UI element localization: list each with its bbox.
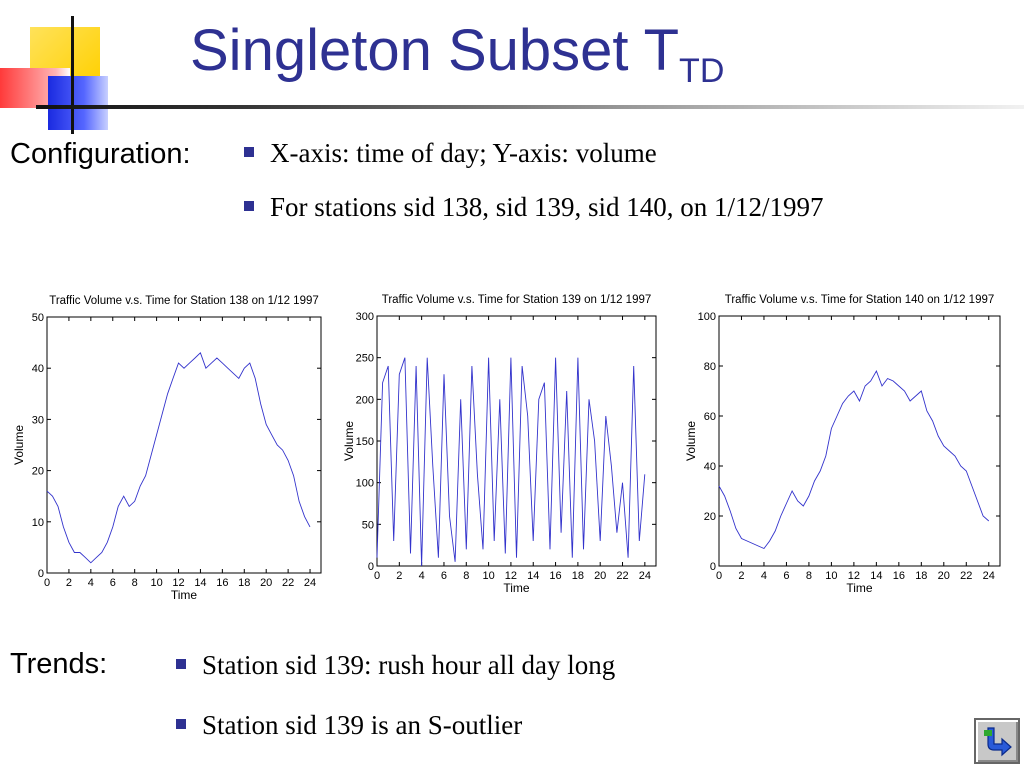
chart-title: Traffic Volume v.s. Time for Station 140… xyxy=(725,294,995,306)
x-tick-label: 24 xyxy=(304,577,316,589)
y-tick-label: 50 xyxy=(362,519,374,531)
x-tick-label: 6 xyxy=(441,570,447,582)
x-tick-label: 4 xyxy=(419,570,425,582)
x-tick-label: 6 xyxy=(783,570,789,582)
x-tick-label: 18 xyxy=(572,570,584,582)
plot-frame xyxy=(718,315,1001,567)
bullet-square-icon xyxy=(176,718,186,729)
y-tick-label: 80 xyxy=(704,361,716,373)
bullet-text: Station sid 139: rush hour all day long xyxy=(202,650,616,680)
y-tick-label: 0 xyxy=(710,561,716,573)
slide-title-subscript: TD xyxy=(679,52,725,90)
y-tick-label: 40 xyxy=(704,461,716,473)
plot-frame xyxy=(46,316,322,574)
x-tick-label: 20 xyxy=(260,577,272,589)
x-tick-label: 8 xyxy=(806,570,812,582)
trends-label: Trends: xyxy=(10,648,108,680)
y-axis-label: Volume xyxy=(684,421,698,461)
x-tick-label: 20 xyxy=(594,570,606,582)
x-axis-label: Time xyxy=(171,588,198,602)
y-tick-label: 60 xyxy=(704,411,716,423)
x-tick-label: 10 xyxy=(482,570,494,582)
y-tick-label: 30 xyxy=(32,414,44,426)
x-axis-label: Time xyxy=(846,581,873,595)
bullet-square-icon xyxy=(244,200,254,211)
y-tick-label: 150 xyxy=(356,436,374,448)
x-tick-label: 24 xyxy=(639,570,651,582)
x-tick-label: 12 xyxy=(848,570,860,582)
slide-title-main: Singleton Subset T xyxy=(190,18,680,83)
trends-bullet-2: Station sid 139 is an S-outlier xyxy=(176,710,522,741)
x-tick-label: 14 xyxy=(194,577,206,589)
x-tick-label: 4 xyxy=(88,577,94,589)
bullet-text: X-axis: time of day; Y-axis: volume xyxy=(270,138,657,168)
x-tick-label: 12 xyxy=(505,570,517,582)
bullet-square-icon xyxy=(176,658,186,669)
y-tick-label: 300 xyxy=(356,311,374,323)
x-tick-label: 14 xyxy=(527,570,539,582)
decor-horizontal-rule xyxy=(36,105,1024,109)
x-tick-label: 22 xyxy=(616,570,628,582)
chart-3: Traffic Volume v.s. Time for Station 140… xyxy=(684,294,1001,595)
x-tick-label: 0 xyxy=(44,577,50,589)
x-tick-label: 8 xyxy=(132,577,138,589)
y-axis-label: Volume xyxy=(12,425,26,465)
x-tick-label: 16 xyxy=(216,577,228,589)
x-tick-label: 10 xyxy=(150,577,162,589)
series-line xyxy=(376,357,646,567)
x-tick-label: 18 xyxy=(238,577,250,589)
x-tick-label: 14 xyxy=(870,570,882,582)
configuration-bullet-1: X-axis: time of day; Y-axis: volume xyxy=(244,138,657,169)
x-tick-label: 16 xyxy=(893,570,905,582)
y-tick-label: 10 xyxy=(32,517,44,529)
chart-1: Traffic Volume v.s. Time for Station 138… xyxy=(12,295,322,602)
x-tick-label: 0 xyxy=(716,570,722,582)
x-tick-label: 10 xyxy=(825,570,837,582)
series-line xyxy=(718,369,990,550)
y-tick-label: 20 xyxy=(704,511,716,523)
x-tick-label: 12 xyxy=(172,577,184,589)
configuration-bullet-2: For stations sid 138, sid 139, sid 140, … xyxy=(244,192,824,223)
y-tick-label: 20 xyxy=(32,466,44,478)
y-tick-label: 0 xyxy=(38,568,44,580)
y-tick-label: 100 xyxy=(698,311,716,323)
y-tick-label: 200 xyxy=(356,394,374,406)
y-tick-label: 0 xyxy=(368,561,374,573)
bullet-text: Station sid 139 is an S-outlier xyxy=(202,710,523,740)
x-tick-label: 22 xyxy=(960,570,972,582)
x-tick-label: 20 xyxy=(938,570,950,582)
y-tick-label: 250 xyxy=(356,353,374,365)
x-tick-label: 18 xyxy=(915,570,927,582)
x-tick-label: 0 xyxy=(374,570,380,582)
charts-area: Traffic Volume v.s. Time for Station 138… xyxy=(12,294,1001,602)
plot-frame xyxy=(376,315,657,567)
x-tick-label: 8 xyxy=(463,570,469,582)
y-tick-label: 50 xyxy=(32,312,44,324)
series-line xyxy=(46,351,311,564)
return-button[interactable] xyxy=(974,718,1020,764)
decor-blue-square xyxy=(48,76,108,130)
x-tick-label: 4 xyxy=(761,570,767,582)
chart-title: Traffic Volume v.s. Time for Station 139… xyxy=(382,294,652,306)
chart-title: Traffic Volume v.s. Time for Station 138… xyxy=(49,295,319,307)
return-arrow-icon xyxy=(984,727,1012,757)
x-tick-label: 2 xyxy=(396,570,402,582)
x-tick-label: 6 xyxy=(110,577,116,589)
x-tick-label: 16 xyxy=(549,570,561,582)
y-tick-label: 40 xyxy=(32,363,44,375)
configuration-label: Configuration: xyxy=(10,138,191,170)
x-tick-label: 22 xyxy=(282,577,294,589)
bullet-text: For stations sid 138, sid 139, sid 140, … xyxy=(270,192,824,222)
chart-2: Traffic Volume v.s. Time for Station 139… xyxy=(342,294,657,595)
trends-bullet-1: Station sid 139: rush hour all day long xyxy=(176,650,615,681)
decor-vertical-line xyxy=(71,16,74,134)
y-tick-label: 100 xyxy=(356,478,374,490)
slide-title: Singleton Subset TTD xyxy=(190,22,724,89)
x-tick-label: 24 xyxy=(983,570,995,582)
bullet-square-icon xyxy=(244,146,254,157)
x-tick-label: 2 xyxy=(66,577,72,589)
y-axis-label: Volume xyxy=(342,421,356,461)
x-axis-label: Time xyxy=(503,581,530,595)
x-tick-label: 2 xyxy=(738,570,744,582)
